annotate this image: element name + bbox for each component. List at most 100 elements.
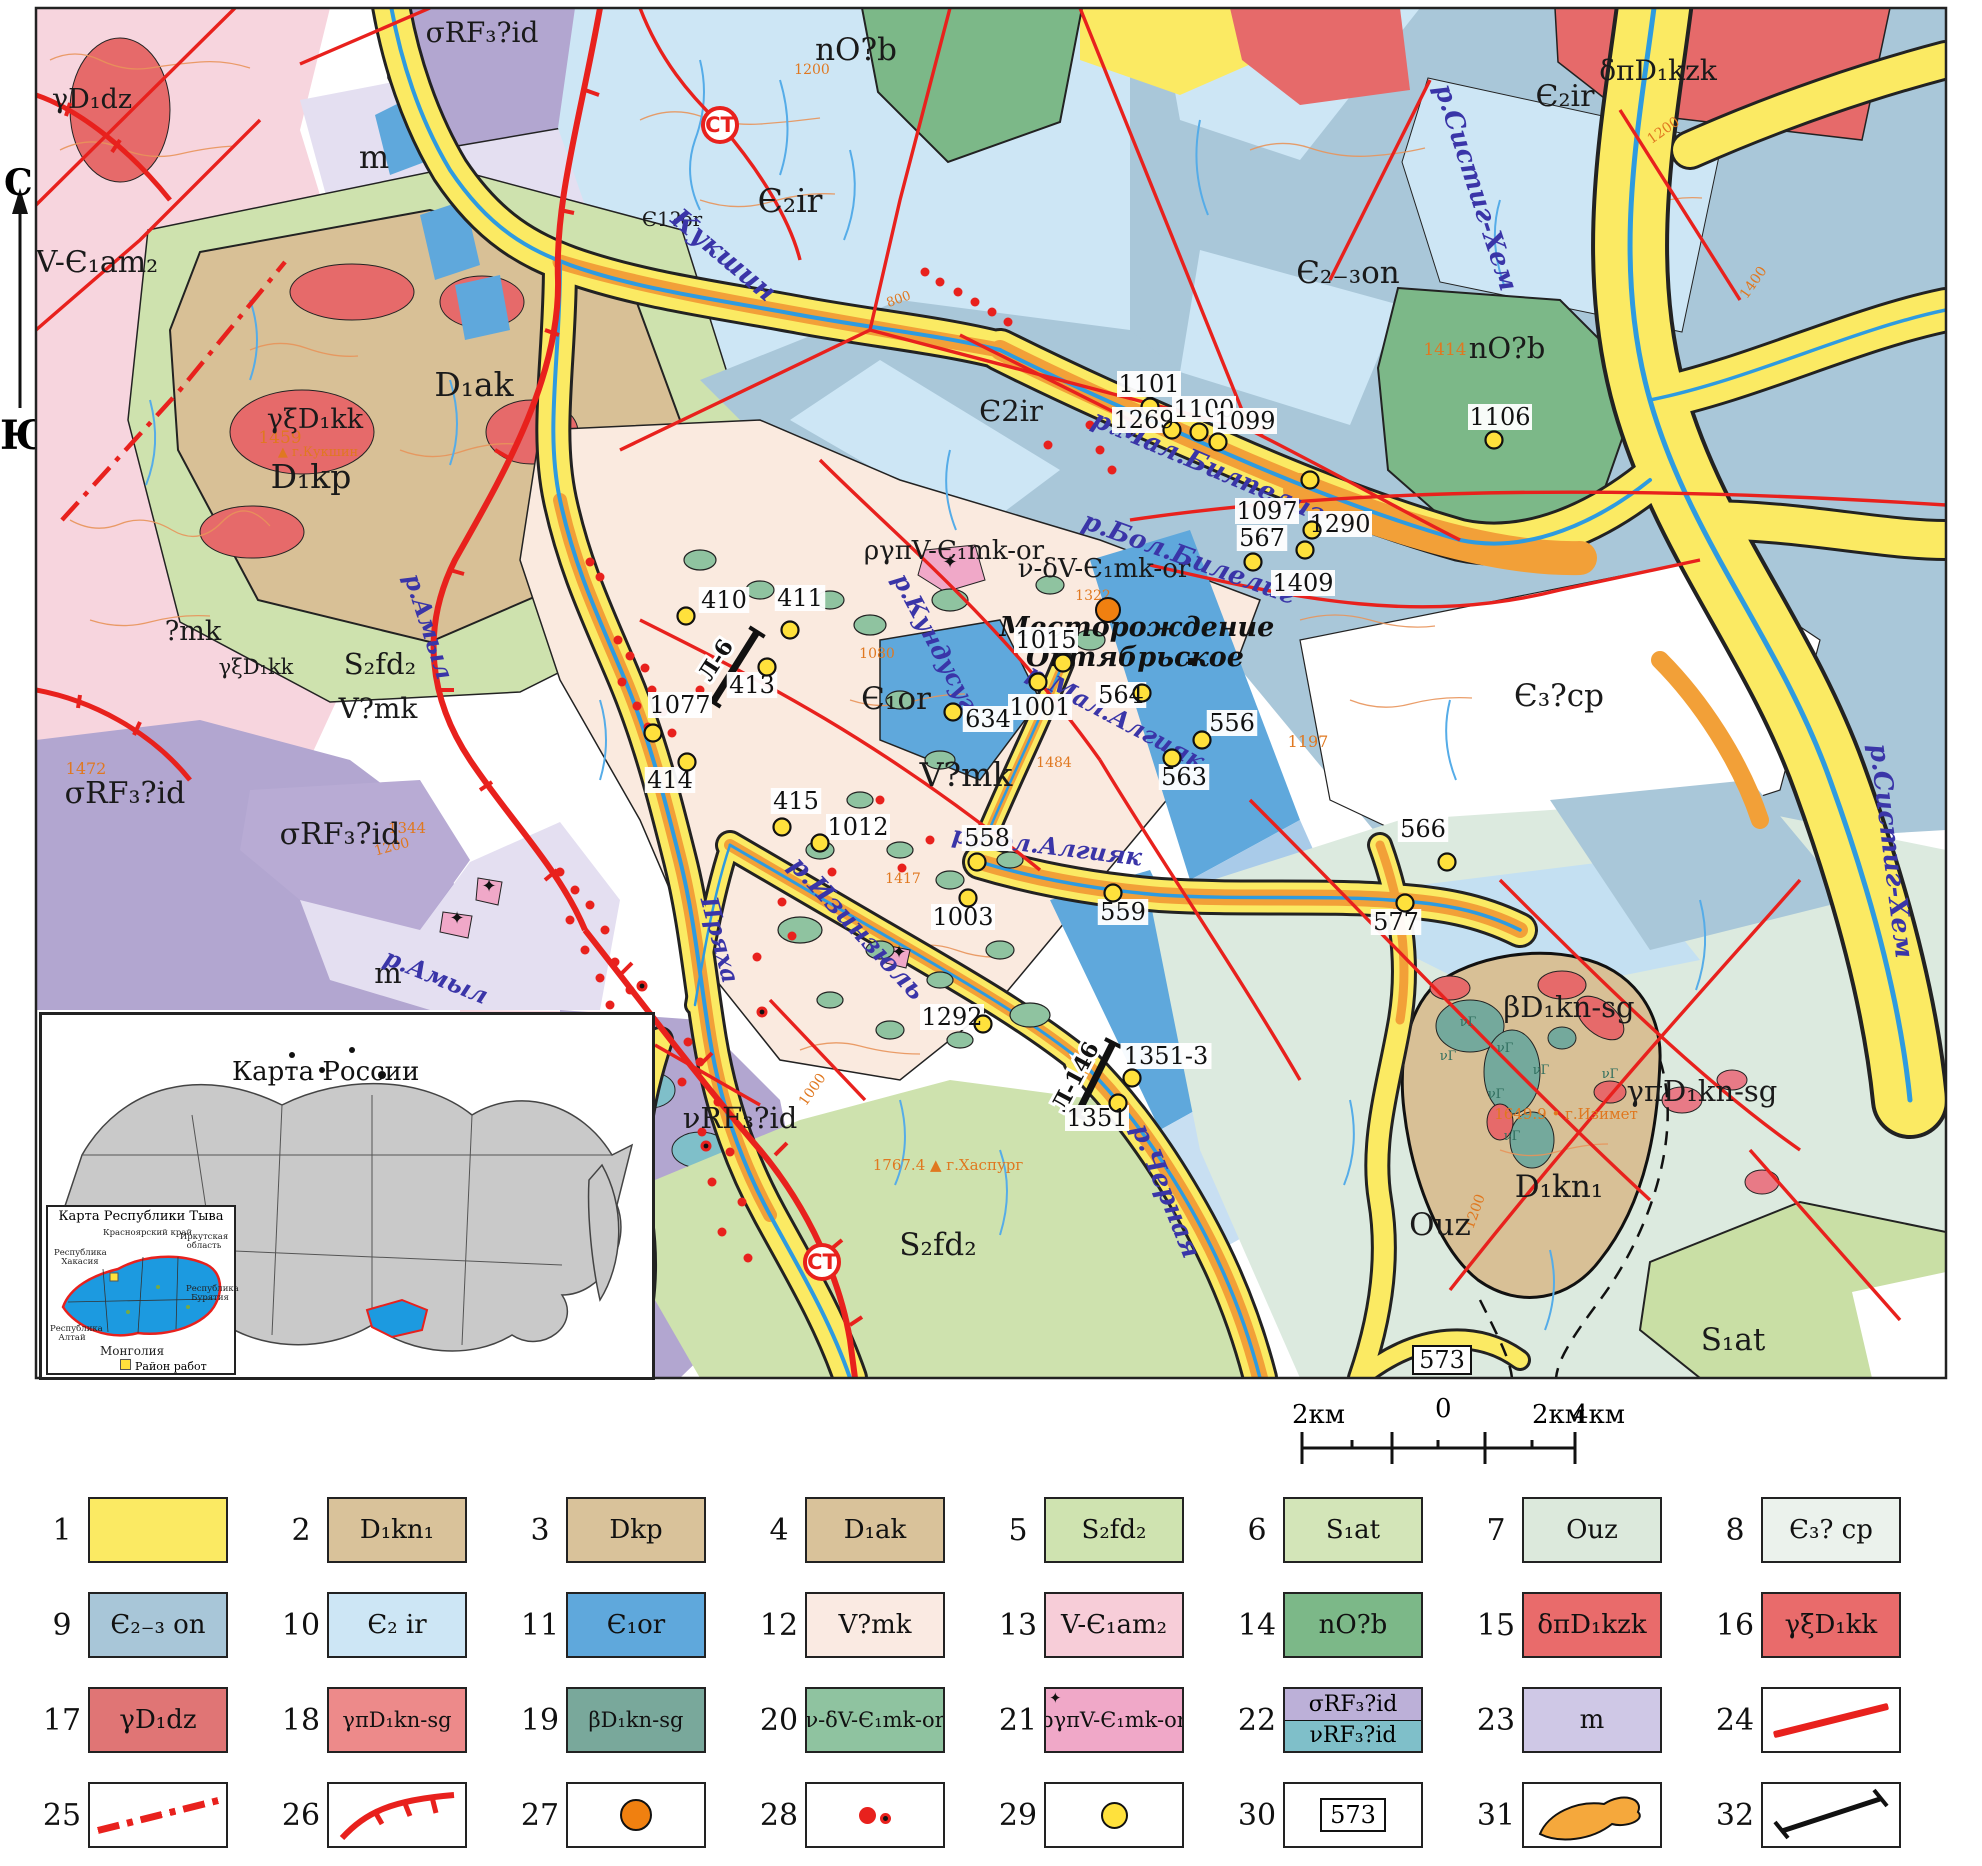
legend-row: 1 2 D₁kn₁ 3 Dkp 4 D₁ak 5 S₂fd₂ 6 S₁at 7 Ouz 8 Є₃? cp (36, 1497, 1948, 1563)
legend-swatch: δπD₁kzk (1522, 1592, 1662, 1658)
svg-text:D₁kn₁: D₁kn₁ (1515, 1169, 1603, 1205)
mongolia-label: Монголия (100, 1344, 165, 1358)
svg-text:414: 414 (647, 766, 693, 794)
region-label: Республика Хакасия (54, 1248, 107, 1267)
svg-text:1290: 1290 (1309, 510, 1370, 538)
mineralization-dots (555, 267, 1267, 1263)
region-label: Красноярский край (103, 1228, 193, 1238)
legend-item-24: 24 (1709, 1687, 1948, 1753)
legend-item-9: 9 Є₂₋₃ on (36, 1592, 275, 1658)
legend-item-16: 16 γξD₁kk (1709, 1592, 1948, 1658)
legend-item-4: 4 D₁ak (753, 1497, 992, 1563)
legend-swatch (1761, 1782, 1901, 1848)
svg-text:nO?b: nO?b (1469, 331, 1546, 365)
svg-text:577: 577 (1373, 908, 1419, 936)
legend-item-13: 13 V-Є₁am₂ (992, 1592, 1231, 1658)
svg-text:1292: 1292 (921, 1003, 982, 1031)
tuva-inset: Карта Республики Тыва Красноярский край … (46, 1205, 239, 1375)
legend-item-20: 20 ν-δV-Є₁mk-or (753, 1687, 992, 1753)
scale-label-left: 2км (1292, 1400, 1346, 1430)
svg-text:nO?b: nO?b (815, 32, 897, 68)
legend-item-1: 1 (36, 1497, 275, 1563)
scale-label-zero: 0 (1435, 1394, 1452, 1424)
legend-item-21: 21 ✦ ργπV-Є₁mk-or (992, 1687, 1231, 1753)
legend-swatch: βD₁kn-sg (566, 1687, 706, 1753)
legend-swatch: ✦ ργπV-Є₁mk-or (1044, 1687, 1184, 1753)
svg-text:✦: ✦ (481, 876, 496, 897)
svg-text:σRF₃?id: σRF₃?id (65, 776, 186, 811)
legend-swatch: V?mk (805, 1592, 945, 1658)
legend-swatch: γξD₁kk (1761, 1592, 1901, 1658)
legend-swatch: Dkp (566, 1497, 706, 1563)
svg-text:573: 573 (1419, 1346, 1465, 1374)
legend-swatch (1522, 1782, 1662, 1848)
legend-swatch: V-Є₁am₂ (1044, 1592, 1184, 1658)
svg-text:?mk: ?mk (165, 616, 222, 647)
svg-text:1417: 1417 (885, 871, 921, 887)
location-inset: Карта России Карта Республики Тыва Красн… (39, 1012, 655, 1380)
tuva-inset-title: Карта Республики Тыва (58, 1209, 224, 1224)
svg-text:V-Є₁am₂: V-Є₁am₂ (35, 245, 158, 280)
svg-text:νГ: νГ (1460, 1015, 1477, 1030)
svg-text:m: m (359, 138, 389, 176)
svg-text:D₁kp: D₁kp (271, 457, 352, 496)
svg-text:νГ: νГ (1440, 1049, 1457, 1064)
svg-text:1106: 1106 (1469, 403, 1530, 431)
legend-item-15: 15 δπD₁kzk (1470, 1592, 1709, 1658)
svg-text:556: 556 (1209, 709, 1255, 737)
legend-swatch (88, 1782, 228, 1848)
svg-text:1484: 1484 (1036, 755, 1072, 771)
svg-text:ργπV-Є₁mk-or: ργπV-Є₁mk-or (864, 536, 1045, 566)
svg-text:νГ: νГ (1602, 1067, 1619, 1082)
legend-item-10: 10 Є₂ ir (275, 1592, 514, 1658)
legend-item-31: 31 (1470, 1782, 1709, 1848)
svg-text:Є2ir: Є2ir (979, 394, 1043, 428)
svg-text:Є₁or: Є₁or (861, 681, 931, 717)
svg-text:1099: 1099 (1214, 407, 1275, 435)
legend-swatch: γπD₁kn-sg (327, 1687, 467, 1753)
svg-text:σRF₃?id: σRF₃?id (280, 817, 401, 852)
legend-item-5: 5 S₂fd₂ (992, 1497, 1231, 1563)
legend-item-23: 23 m (1470, 1687, 1709, 1753)
dashed-boundary (1478, 1059, 1669, 1378)
svg-text:Ouz: Ouz (1409, 1207, 1471, 1243)
svg-text:γπD₁kn-sg: γπD₁kn-sg (1627, 1074, 1778, 1108)
svg-text:1003: 1003 (932, 903, 993, 931)
legend-swatch: Є₂ ir (327, 1592, 467, 1658)
svg-text:1200: 1200 (794, 62, 830, 78)
svg-text:1077: 1077 (649, 691, 710, 719)
svg-text:S₂fd₂: S₂fd₂ (899, 1227, 976, 1263)
svg-text:СТ: СТ (705, 113, 735, 137)
svg-text:Є₂₋₃on: Є₂₋₃on (1296, 255, 1400, 291)
legend-swatch: D₁ak (805, 1497, 945, 1563)
river-valleys (371, 8, 1946, 1378)
svg-text:νГ: νГ (1497, 1041, 1514, 1056)
inferred-fault (60, 260, 287, 522)
svg-text:634: 634 (965, 705, 1011, 733)
svg-text:γD₁dz: γD₁dz (52, 84, 132, 115)
svg-text:410: 410 (701, 586, 747, 614)
legend-swatch: Є₃? cp (1761, 1497, 1901, 1563)
svg-text:559: 559 (1100, 898, 1146, 926)
legend-item-28: 28 (753, 1782, 992, 1848)
legend-item-3: 3 Dkp (514, 1497, 753, 1563)
legend-swatch: m (1522, 1687, 1662, 1753)
map-zones: 1459▲ г.Кукшин14721344120014141200140012… (35, 8, 1946, 1378)
svg-text:▲ г.Кукшин: ▲ г.Кукшин (278, 445, 358, 460)
svg-text:СТ: СТ (807, 1250, 837, 1274)
svg-text:νГ: νГ (1504, 1129, 1521, 1144)
svg-text:1080: 1080 (859, 646, 895, 662)
geologic-map-canvas: 1459▲ г.Кукшин14721344120014141200140012… (34, 6, 1948, 1380)
svg-text:γξD₁kk: γξD₁kk (267, 404, 364, 435)
legend-item-22: 22 σRF₃?id νRF₃?id (1231, 1687, 1470, 1753)
streams (145, 59, 1707, 1331)
region-label: Республика Бурятия (186, 1284, 239, 1303)
svg-text:1409: 1409 (1272, 569, 1333, 597)
work-area-icon (120, 1359, 131, 1370)
svg-text:βD₁kn-sg: βD₁kn-sg (1503, 990, 1634, 1024)
svg-text:Є₂ir: Є₂ir (758, 181, 823, 220)
scale-label-right2: 4км (1572, 1400, 1626, 1430)
legend-item-8: 8 Є₃? cp (1709, 1497, 1948, 1563)
legend-item-26: 26 (275, 1782, 514, 1848)
